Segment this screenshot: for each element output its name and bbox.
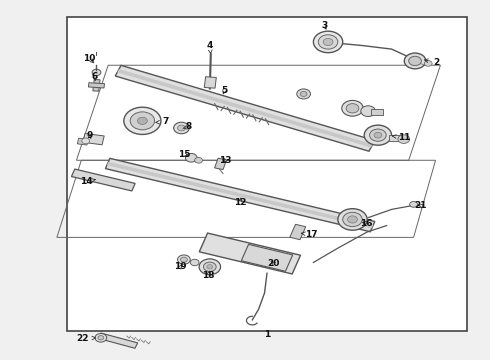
Circle shape (297, 89, 311, 99)
Polygon shape (371, 109, 383, 115)
Circle shape (323, 39, 333, 45)
Circle shape (185, 153, 197, 162)
Circle shape (300, 91, 307, 96)
Circle shape (180, 257, 187, 262)
Text: 10: 10 (83, 54, 96, 63)
Circle shape (173, 122, 189, 134)
Text: 11: 11 (392, 133, 411, 142)
Text: 17: 17 (301, 230, 318, 239)
Circle shape (124, 107, 161, 134)
Circle shape (82, 138, 90, 144)
Text: 18: 18 (202, 270, 215, 279)
Circle shape (318, 35, 338, 49)
Circle shape (130, 112, 155, 130)
Circle shape (369, 129, 386, 141)
Circle shape (195, 157, 202, 163)
Circle shape (374, 132, 382, 138)
Circle shape (424, 60, 432, 66)
Text: 5: 5 (221, 86, 227, 95)
Text: 14: 14 (80, 177, 96, 186)
Circle shape (364, 125, 392, 145)
Polygon shape (88, 83, 104, 88)
Text: 22: 22 (76, 334, 96, 343)
Polygon shape (204, 77, 216, 88)
Polygon shape (83, 134, 104, 145)
Polygon shape (93, 80, 100, 91)
Text: 1: 1 (264, 330, 270, 339)
Circle shape (98, 336, 104, 340)
Polygon shape (115, 66, 375, 151)
Circle shape (409, 56, 421, 66)
Text: 19: 19 (174, 262, 187, 271)
Circle shape (177, 125, 185, 131)
Text: 6: 6 (91, 72, 98, 81)
Polygon shape (290, 224, 306, 240)
Circle shape (361, 106, 375, 117)
Text: 16: 16 (360, 219, 372, 228)
Circle shape (177, 255, 190, 264)
Polygon shape (98, 333, 138, 348)
Circle shape (199, 259, 221, 275)
Circle shape (314, 31, 343, 53)
Polygon shape (389, 135, 404, 141)
Circle shape (410, 202, 417, 207)
Circle shape (398, 135, 410, 143)
Polygon shape (72, 169, 135, 191)
Circle shape (342, 100, 363, 116)
Text: 9: 9 (86, 131, 93, 140)
Bar (67, 17, 467, 330)
Circle shape (338, 209, 367, 230)
Circle shape (203, 262, 216, 271)
Text: 13: 13 (219, 156, 232, 165)
Text: 21: 21 (415, 201, 427, 210)
Text: 2: 2 (424, 58, 440, 67)
Circle shape (138, 117, 147, 125)
Polygon shape (105, 158, 375, 232)
Circle shape (343, 212, 362, 226)
Circle shape (207, 265, 213, 269)
Text: 12: 12 (234, 198, 246, 207)
Text: 20: 20 (267, 259, 279, 268)
Polygon shape (199, 233, 300, 274)
Polygon shape (77, 138, 88, 145)
Circle shape (92, 69, 101, 76)
Text: 3: 3 (321, 21, 327, 30)
Text: 7: 7 (156, 117, 169, 126)
Circle shape (190, 259, 199, 266)
Polygon shape (215, 158, 226, 170)
Polygon shape (241, 244, 293, 271)
Circle shape (346, 104, 359, 113)
Circle shape (404, 53, 426, 69)
Circle shape (347, 216, 357, 223)
Text: 15: 15 (178, 150, 190, 159)
Text: 8: 8 (183, 122, 192, 131)
Polygon shape (107, 162, 373, 228)
Circle shape (95, 333, 107, 342)
Text: 4: 4 (207, 41, 213, 54)
Polygon shape (117, 69, 373, 148)
